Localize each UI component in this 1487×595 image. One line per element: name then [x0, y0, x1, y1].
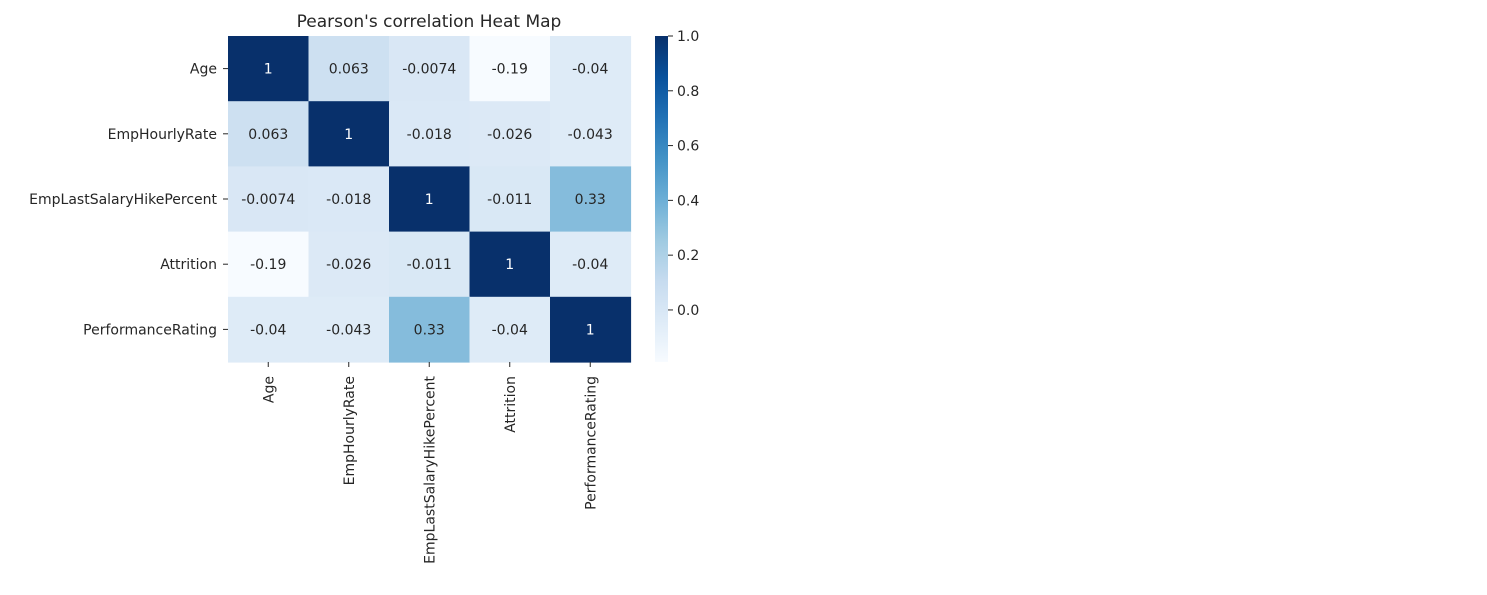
heatmap-cell-r3-c1 — [308, 231, 390, 298]
heatmap-cell-r0-c0 — [228, 36, 310, 102]
heatmap-cell-r3-c2 — [389, 231, 471, 298]
heatmap-annotation-r4-c3: -0.04 — [492, 322, 528, 338]
y-tick-label-4: PerformanceRating — [83, 322, 217, 338]
heatmap-cell-r1-c2 — [389, 101, 471, 167]
heatmap-annotation-r0-c0: 1 — [264, 62, 273, 78]
heatmap-annotation-r0-c1: 0.063 — [329, 62, 369, 78]
heatmap-cell-r1-c3 — [469, 101, 551, 167]
heatmap-annotation-r3-c0: -0.19 — [250, 257, 286, 273]
heatmap-annotation-r3-c4: -0.04 — [572, 257, 608, 273]
colorbar-gradient — [655, 36, 668, 362]
heatmap-annotation-r4-c0: -0.04 — [250, 322, 286, 338]
heatmap-cell-r4-c4 — [550, 296, 632, 363]
heatmap-cell-r3-c4 — [550, 231, 632, 298]
heatmap-cell-r1-c4 — [550, 101, 632, 167]
heatmap-annotation-r2-c2: 1 — [425, 192, 434, 208]
heatmap-cell-r2-c2 — [389, 166, 471, 233]
heatmap-annotation-r1-c2: -0.018 — [407, 127, 452, 143]
chart-title: Pearson's correlation Heat Map — [297, 12, 562, 32]
y-tick-label-3: Attrition — [160, 257, 217, 273]
heatmap-cell-r2-c1 — [308, 166, 390, 233]
heatmap-cell-r4-c3 — [469, 296, 551, 363]
colorbar: 1.0 0.8 0.6 0.4 0.2 0.0 — [655, 29, 699, 362]
heatmap-cell-r3-c0 — [228, 231, 310, 298]
heatmap-annotation-r0-c3: -0.19 — [492, 62, 528, 78]
heatmap-annotation-r3-c2: -0.011 — [407, 257, 452, 273]
x-axis-tick-labels: Age EmpHourlyRate EmpLastSalaryHikePercent… — [261, 362, 599, 564]
heatmap-cell-r2-c0 — [228, 166, 310, 233]
heatmap-annotation-r3-c3: 1 — [505, 257, 514, 273]
heatmap-cells — [228, 36, 632, 363]
heatmap-annotation-r4-c1: -0.043 — [326, 322, 371, 338]
heatmap-cell-r4-c1 — [308, 296, 390, 363]
heatmap-annotation-r1-c3: -0.026 — [487, 127, 532, 143]
heatmap-cell-r0-c4 — [550, 36, 632, 102]
heatmap-annotation-r1-c0: 0.063 — [248, 127, 288, 143]
y-tick-label-1: EmpHourlyRate — [108, 127, 217, 143]
heatmap-annotation-r2-c3: -0.011 — [487, 192, 532, 208]
x-tick-label-2: EmpLastSalaryHikePercent — [422, 375, 438, 563]
heatmap-cell-r4-c2 — [389, 296, 471, 363]
y-tick-label-2: EmpLastSalaryHikePercent — [29, 192, 217, 208]
x-tick-label-0: Age — [261, 376, 277, 403]
heatmap-cell-r2-c3 — [469, 166, 551, 233]
heatmap-cell-r3-c3 — [469, 231, 551, 298]
heatmap-annotation-r4-c4: 1 — [586, 322, 595, 338]
x-tick-label-4: PerformanceRating — [583, 376, 599, 510]
heatmap-annotation-r2-c1: -0.018 — [326, 192, 371, 208]
heatmap-cell-r2-c4 — [550, 166, 632, 233]
heatmap-cell-r1-c0 — [228, 101, 310, 167]
heatmap-annotation-r0-c4: -0.04 — [572, 62, 608, 78]
heatmap-cell-r0-c1 — [308, 36, 390, 102]
heatmap-annotation-r2-c0: -0.0074 — [241, 192, 295, 208]
colorbar-tick-label-3: 0.4 — [677, 193, 699, 209]
heatmap-annotation-r1-c4: -0.043 — [568, 127, 613, 143]
y-axis-tick-labels: Age EmpHourlyRate EmpLastSalaryHikePercent… — [29, 62, 228, 338]
colorbar-tick-label-0: 1.0 — [677, 29, 699, 45]
colorbar-tick-label-5: 0.0 — [677, 303, 699, 319]
colorbar-tick-label-1: 0.8 — [677, 84, 699, 100]
heatmap-cell-r0-c2 — [389, 36, 471, 102]
heatmap-annotation-r1-c1: 1 — [344, 127, 353, 143]
colorbar-tick-label-2: 0.6 — [677, 139, 699, 155]
heatmap-cell-r4-c0 — [228, 296, 310, 363]
heatmap-cell-r1-c1 — [308, 101, 390, 167]
heatmap-annotation-r0-c2: -0.0074 — [402, 62, 456, 78]
y-tick-label-0: Age — [190, 62, 217, 78]
heatmap-annotation-r2-c4: 0.33 — [575, 192, 606, 208]
heatmap-annotation-r4-c2: 0.33 — [414, 322, 445, 338]
heatmap-annotations: 1 0.063 -0.0074 -0.19 -0.04 0.063 1 -0.018 -0.02… — [241, 62, 613, 339]
heatmap-annotation-r3-c1: -0.026 — [326, 257, 371, 273]
heatmap-cell-r0-c3 — [469, 36, 551, 102]
x-tick-label-3: Attrition — [503, 376, 519, 433]
x-tick-label-1: EmpHourlyRate — [342, 376, 358, 485]
colorbar-tick-label-4: 0.2 — [677, 248, 699, 264]
